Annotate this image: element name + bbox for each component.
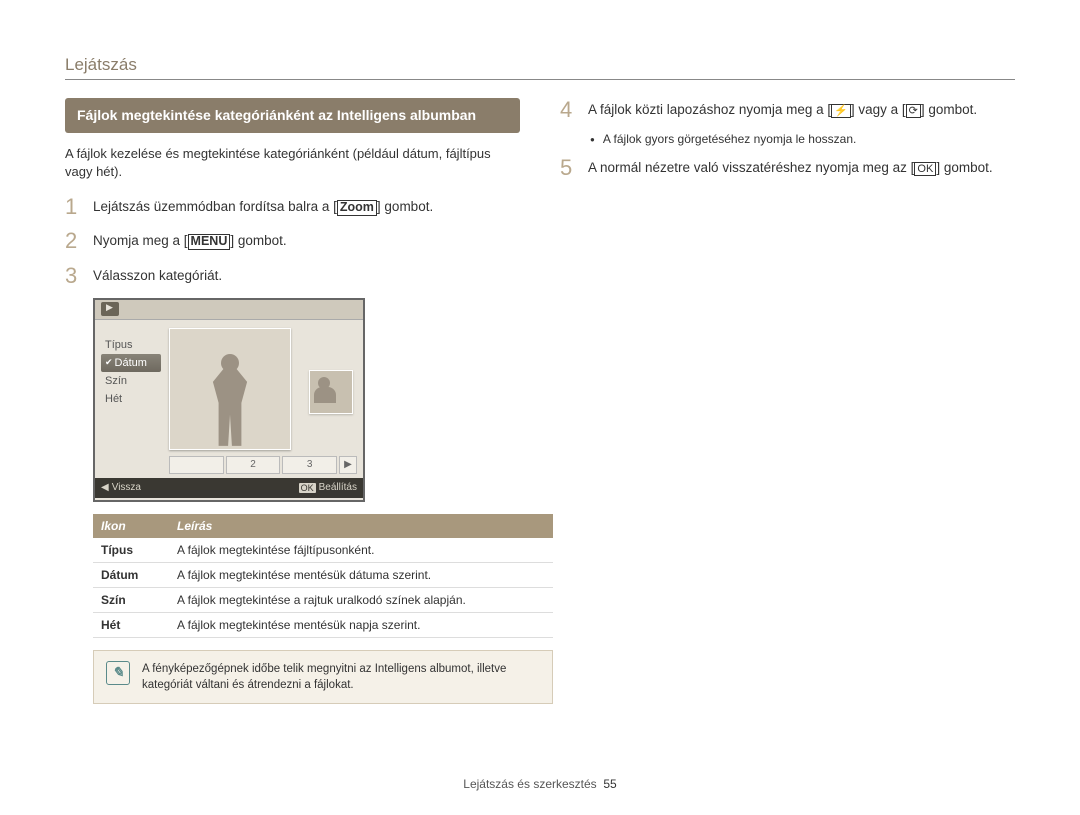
step-body: A normál nézetre való visszatéréshez nyo… <box>588 156 993 180</box>
person-silhouette-icon <box>205 354 255 449</box>
step-body: Lejátszás üzemmódban fordítsa balra a [Z… <box>93 195 433 219</box>
table-cell-key: Dátum <box>93 562 169 587</box>
boxed-button-label: MENU <box>188 234 231 250</box>
table-cell-key: Típus <box>93 538 169 563</box>
table-cell-value: A fájlok megtekintése fájltípusonként. <box>169 538 553 563</box>
people-icon <box>310 371 352 413</box>
check-icon: ✔ <box>105 357 113 368</box>
th-icon: Ikon <box>93 514 169 538</box>
pager-next-icon: ▶ <box>339 456 357 474</box>
intro-text: A fájlok kezelése és megtekintése kategó… <box>65 145 520 181</box>
step-4: 4 A fájlok közti lapozáshoz nyomja meg a … <box>560 98 1015 122</box>
thumbnail-large <box>169 328 291 450</box>
table-cell-value: A fájlok megtekintése a rajtuk uralkodó … <box>169 587 553 612</box>
pager-cell <box>169 456 224 474</box>
lcd-menu-item: Szín <box>101 372 161 390</box>
step-number: 3 <box>65 264 83 288</box>
step: 3 Válasszon kategóriát. <box>65 264 520 288</box>
lcd-thumbnail-area: 23▶ <box>165 320 363 478</box>
camera-lcd-screenshot: Típus✔DátumSzínHét 23▶ ◀Vissza OKBeállít… <box>93 298 365 502</box>
table-cell-value: A fájlok megtekintése mentésük napja sze… <box>169 612 553 637</box>
step: 2 Nyomja meg a [MENU] gombot. <box>65 229 520 253</box>
table-row: SzínA fájlok megtekintése a rajtuk uralk… <box>93 587 553 612</box>
bullet-dot-icon: ● <box>590 132 595 146</box>
inline-button-icon: OK <box>914 162 936 176</box>
inline-button-icon: ⚡ <box>831 104 851 118</box>
page-header: Lejátszás <box>65 55 1015 80</box>
table-row: TípusA fájlok megtekintése fájltípusonké… <box>93 538 553 563</box>
step: 5 A normál nézetre való visszatéréshez ny… <box>560 156 1015 180</box>
lcd-menu-item: Típus <box>101 336 161 354</box>
right-column: 4 A fájlok közti lapozáshoz nyomja meg a … <box>560 98 1015 704</box>
page-footer: Lejátszás és szerkesztés 55 <box>0 777 1080 791</box>
two-column-layout: Fájlok megtekintése kategóriánként az In… <box>65 98 1015 704</box>
step-body: Nyomja meg a [MENU] gombot. <box>93 229 287 253</box>
lcd-menu-item: Hét <box>101 390 161 408</box>
note-text: A fényképezőgépnek időbe telik megnyitni… <box>142 661 540 693</box>
lcd-back-hint: ◀Vissza <box>101 482 141 493</box>
step: 4 A fájlok közti lapozáshoz nyomja meg a … <box>560 98 1015 122</box>
note-box: ✎ A fényképezőgépnek időbe telik megnyit… <box>93 650 553 704</box>
category-description-table: Ikon Leírás TípusA fájlok megtekintése f… <box>93 514 553 638</box>
footer-page-number: 55 <box>603 777 616 791</box>
lcd-bottom-bar: ◀Vissza OKBeállítás <box>95 478 363 498</box>
step-number: 5 <box>560 156 578 180</box>
step: 1 Lejátszás üzemmódban fordítsa balra a [… <box>65 195 520 219</box>
lcd-menu-item: ✔Dátum <box>101 354 161 372</box>
thumbnail-small <box>309 370 353 414</box>
lcd-category-menu: Típus✔DátumSzínHét <box>95 320 165 478</box>
step-body: A fájlok közti lapozáshoz nyomja meg a [… <box>588 98 977 122</box>
pager-cell: 3 <box>282 456 337 474</box>
step-number: 2 <box>65 229 83 253</box>
section-title: Fájlok megtekintése kategóriánként az In… <box>65 98 520 133</box>
lcd-top-bar <box>95 300 363 320</box>
lcd-body: Típus✔DátumSzínHét 23▶ <box>95 320 363 478</box>
step-number: 1 <box>65 195 83 219</box>
play-mode-icon <box>101 302 119 316</box>
table-cell-value: A fájlok megtekintése mentésük dátuma sz… <box>169 562 553 587</box>
steps-left: 1 Lejátszás üzemmódban fordítsa balra a [… <box>65 195 520 288</box>
table-body: TípusA fájlok megtekintése fájltípusonké… <box>93 538 553 638</box>
step-number: 4 <box>560 98 578 122</box>
bullet-note: ● A fájlok gyors görgetéséhez nyomja le … <box>590 132 1015 146</box>
table-row: DátumA fájlok megtekintése mentésük dátu… <box>93 562 553 587</box>
pager-cell: 2 <box>226 456 281 474</box>
th-desc: Leírás <box>169 514 553 538</box>
inline-button-icon: ⟳ <box>906 104 921 118</box>
page-root: Lejátszás Fájlok megtekintése kategórián… <box>0 0 1080 815</box>
lcd-pager: 23▶ <box>169 456 357 474</box>
note-icon: ✎ <box>106 661 130 685</box>
lcd-set-hint: OKBeállítás <box>299 482 357 493</box>
table-cell-key: Szín <box>93 587 169 612</box>
left-column: Fájlok megtekintése kategóriánként az In… <box>65 98 520 704</box>
bullet-text: A fájlok gyors görgetéséhez nyomja le ho… <box>603 132 856 146</box>
table-row: HétA fájlok megtekintése mentésük napja … <box>93 612 553 637</box>
step-body: Válasszon kategóriát. <box>93 264 222 288</box>
boxed-button-label: Zoom <box>337 200 377 216</box>
table-cell-key: Hét <box>93 612 169 637</box>
step-5: 5 A normál nézetre való visszatéréshez ny… <box>560 156 1015 180</box>
footer-text: Lejátszás és szerkesztés <box>463 777 596 791</box>
